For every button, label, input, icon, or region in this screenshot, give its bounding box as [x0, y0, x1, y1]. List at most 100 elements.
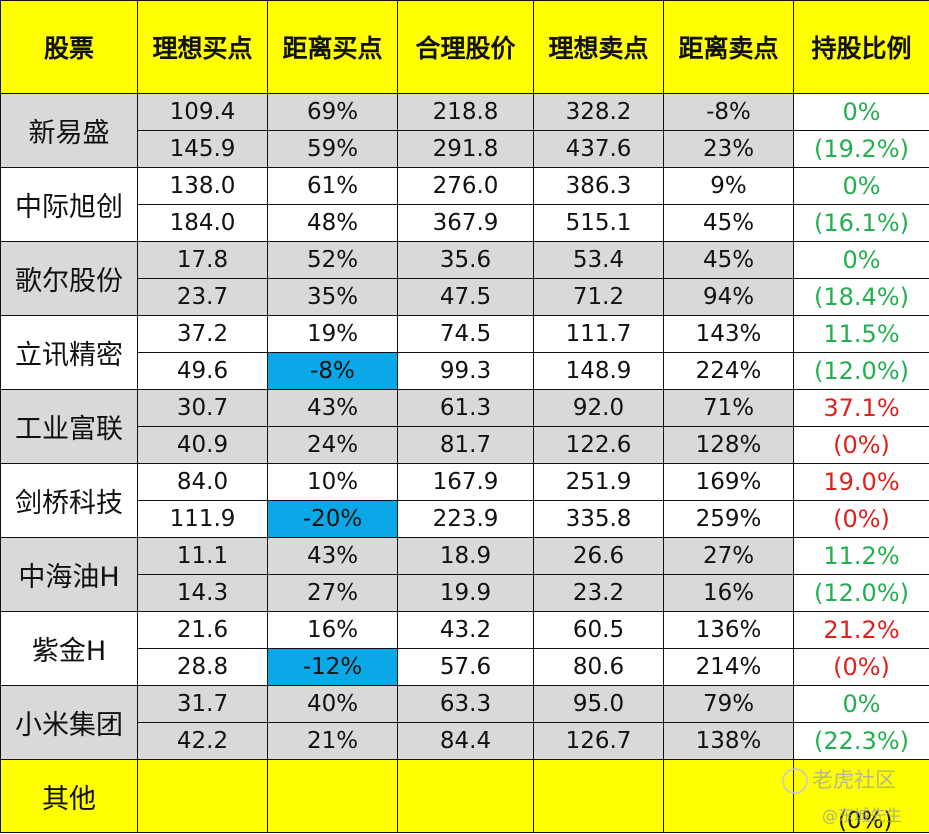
- cell-fair-price: 35.6: [398, 242, 534, 279]
- cell-ideal-sell: 148.9: [534, 353, 664, 390]
- cell-ideal-sell: 80.6: [534, 649, 664, 686]
- holding-ratio: 37.1%: [794, 390, 929, 427]
- cell-sell-distance: 45%: [664, 205, 794, 242]
- cell-ideal-sell: 23.2: [534, 575, 664, 612]
- cell-ideal-buy: 145.9: [138, 131, 268, 168]
- cell-sell-distance: 128%: [664, 427, 794, 464]
- cell-sell-distance: 136%: [664, 612, 794, 649]
- cell-ideal-buy: 14.3: [138, 575, 268, 612]
- cell-sell-distance: 94%: [664, 279, 794, 316]
- cell-ideal-buy: 37.2: [138, 316, 268, 353]
- holding-ratio: (12.0%): [794, 575, 929, 612]
- cell-ideal-buy: 31.7: [138, 686, 268, 723]
- header-ideal-buy: 理想买点: [138, 1, 268, 94]
- cell-fair-price: 167.9: [398, 464, 534, 501]
- cell-ideal-buy: 49.6: [138, 353, 268, 390]
- cell-buy-distance: 16%: [268, 612, 398, 649]
- cell-sell-distance: 71%: [664, 390, 794, 427]
- cell-sell-distance: 143%: [664, 316, 794, 353]
- cell-fair-price: 276.0: [398, 168, 534, 205]
- holding-ratio: 19.0%: [794, 464, 929, 501]
- cell-sell-distance: 224%: [664, 353, 794, 390]
- cell-fair-price: 218.8: [398, 94, 534, 131]
- cell-fair-price: 99.3: [398, 353, 534, 390]
- watermark-text: 老虎社区: [812, 764, 896, 794]
- stock-name: 小米集团: [1, 686, 138, 760]
- stock-name: 紫金H: [1, 612, 138, 686]
- cell-ideal-buy: 17.8: [138, 242, 268, 279]
- cell-ideal-sell: 335.8: [534, 501, 664, 538]
- stock-name: 剑桥科技: [1, 464, 138, 538]
- holding-ratio: (18.4%): [794, 279, 929, 316]
- cell-sell-distance: 169%: [664, 464, 794, 501]
- holding-ratio: 0%: [794, 242, 929, 279]
- cell-ideal-buy: 84.0: [138, 464, 268, 501]
- cell-buy-distance: -8%: [268, 353, 398, 390]
- cell-fair-price: 81.7: [398, 427, 534, 464]
- cell-sell-distance: 214%: [664, 649, 794, 686]
- other-cell: [138, 760, 268, 833]
- cell-fair-price: 367.9: [398, 205, 534, 242]
- cell-buy-distance: 27%: [268, 575, 398, 612]
- cell-sell-distance: -8%: [664, 94, 794, 131]
- header-sell-distance: 距离卖点: [664, 1, 794, 94]
- holding-ratio: 11.5%: [794, 316, 929, 353]
- header-fair-price: 合理股价: [398, 1, 534, 94]
- cell-fair-price: 223.9: [398, 501, 534, 538]
- cell-buy-distance: 69%: [268, 94, 398, 131]
- cell-ideal-buy: 111.9: [138, 501, 268, 538]
- cell-sell-distance: 79%: [664, 686, 794, 723]
- holding-ratio: (16.1%): [794, 205, 929, 242]
- cell-buy-distance: 48%: [268, 205, 398, 242]
- cell-fair-price: 84.4: [398, 723, 534, 760]
- header-holding-ratio: 持股比例: [794, 1, 929, 94]
- cell-sell-distance: 138%: [664, 723, 794, 760]
- cell-ideal-sell: 122.6: [534, 427, 664, 464]
- cell-fair-price: 18.9: [398, 538, 534, 575]
- cell-buy-distance: 61%: [268, 168, 398, 205]
- cell-sell-distance: 27%: [664, 538, 794, 575]
- watermark-author: @东城先生: [822, 802, 902, 826]
- cell-ideal-sell: 95.0: [534, 686, 664, 723]
- cell-ideal-sell: 126.7: [534, 723, 664, 760]
- header-row: 股票 理想买点 距离买点 合理股价 理想卖点 距离卖点 持股比例: [1, 1, 929, 94]
- stock-name: 中际旭创: [1, 168, 138, 242]
- holding-ratio: 21.2%: [794, 612, 929, 649]
- holding-ratio: (0%): [794, 649, 929, 686]
- stock-name: 工业富联: [1, 390, 138, 464]
- cell-ideal-buy: 28.8: [138, 649, 268, 686]
- cell-fair-price: 63.3: [398, 686, 534, 723]
- cell-ideal-buy: 109.4: [138, 94, 268, 131]
- cell-ideal-sell: 515.1: [534, 205, 664, 242]
- cell-fair-price: 57.6: [398, 649, 534, 686]
- holding-ratio: 11.2%: [794, 538, 929, 575]
- cell-ideal-sell: 92.0: [534, 390, 664, 427]
- cell-ideal-sell: 386.3: [534, 168, 664, 205]
- cell-ideal-buy: 42.2: [138, 723, 268, 760]
- cell-buy-distance: 21%: [268, 723, 398, 760]
- other-cell: [664, 760, 794, 833]
- cell-ideal-buy: 23.7: [138, 279, 268, 316]
- cell-sell-distance: 259%: [664, 501, 794, 538]
- holding-ratio: 0%: [794, 94, 929, 131]
- cell-ideal-buy: 11.1: [138, 538, 268, 575]
- holding-ratio: (12.0%): [794, 353, 929, 390]
- cell-buy-distance: 24%: [268, 427, 398, 464]
- stock-name: 歌尔股份: [1, 242, 138, 316]
- cell-ideal-sell: 437.6: [534, 131, 664, 168]
- cell-buy-distance: 35%: [268, 279, 398, 316]
- cell-buy-distance: 10%: [268, 464, 398, 501]
- cell-fair-price: 47.5: [398, 279, 534, 316]
- cell-fair-price: 291.8: [398, 131, 534, 168]
- cell-fair-price: 74.5: [398, 316, 534, 353]
